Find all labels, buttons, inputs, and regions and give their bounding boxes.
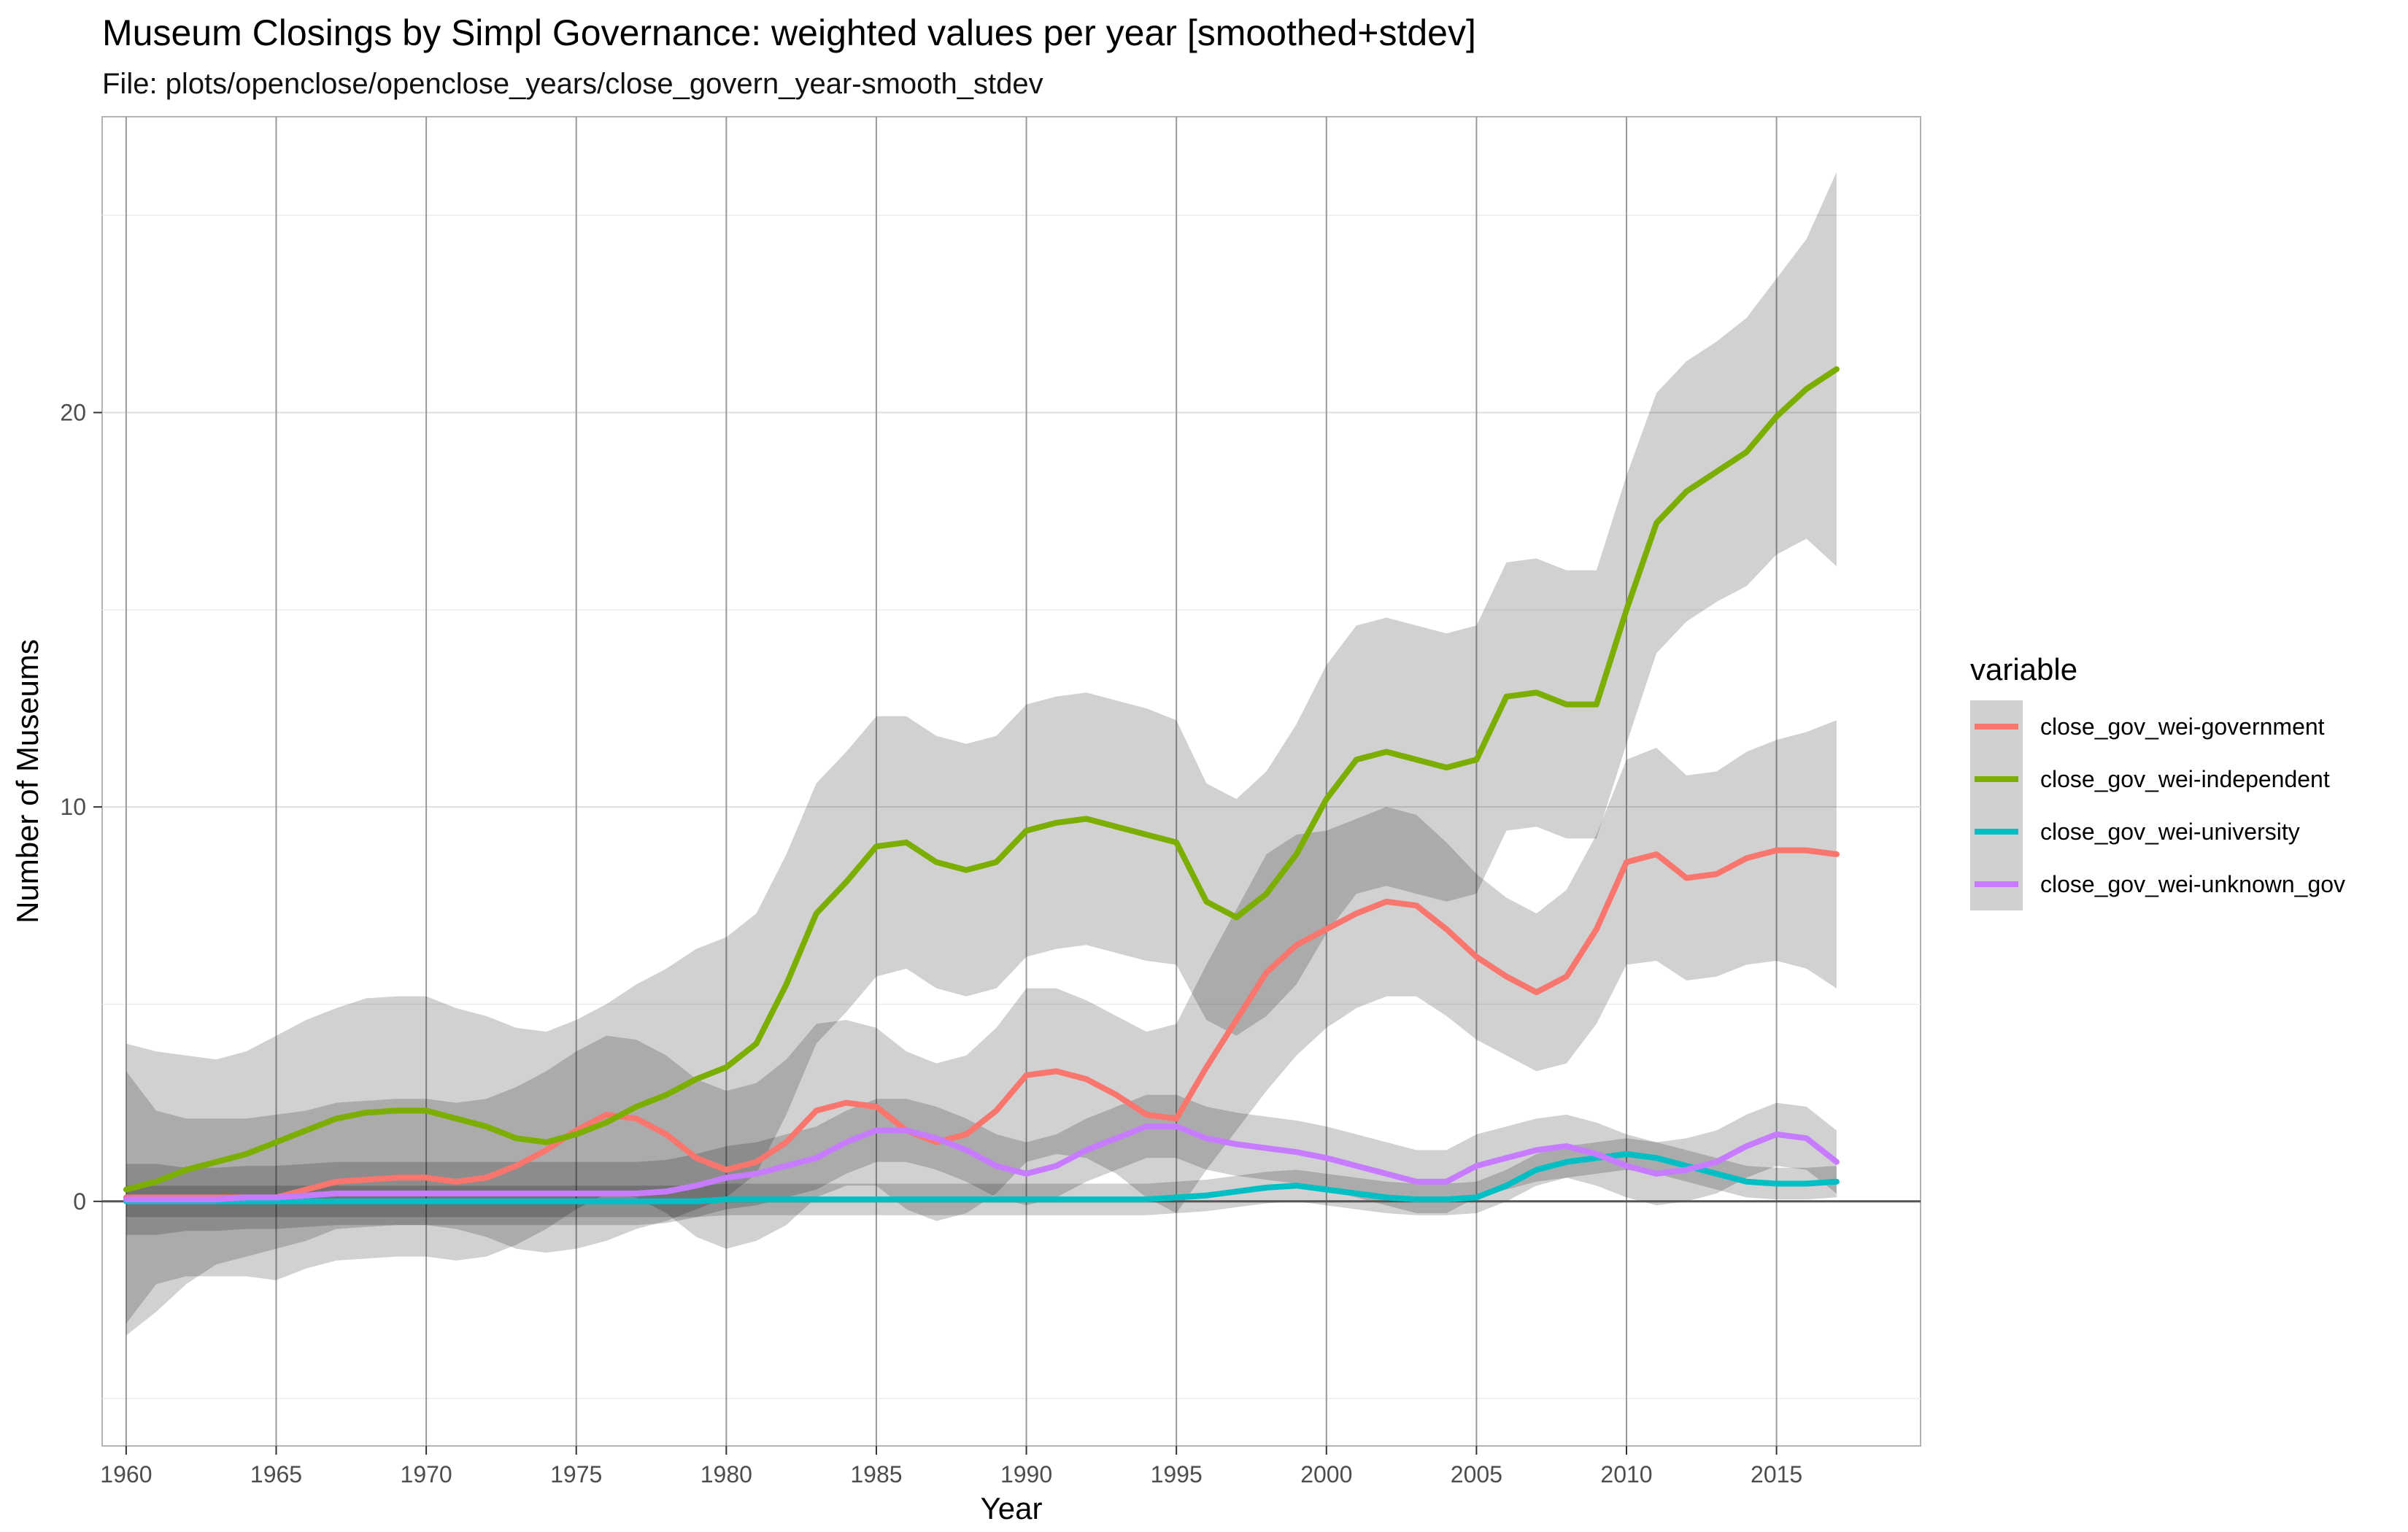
- stdev-band-1: [126, 171, 1837, 1336]
- chart-title: Museum Closings by Simpl Governance: wei…: [102, 12, 1476, 53]
- x-tick-label: 1965: [250, 1461, 302, 1487]
- x-axis-title: Year: [981, 1491, 1043, 1525]
- series-line-1: [123, 366, 1840, 1193]
- y-axis-title: Number of Museums: [10, 639, 45, 924]
- legend-label: close_gov_wei-independent: [2040, 766, 2330, 792]
- y-tick-label: 0: [73, 1188, 86, 1215]
- x-tick-label: 1960: [100, 1461, 152, 1487]
- legend-label: close_gov_wei-unknown_gov: [2040, 871, 2345, 897]
- plot-panel: [101, 116, 1921, 1447]
- series-line-0: [123, 847, 1840, 1201]
- x-tick-label: 2010: [1600, 1461, 1652, 1487]
- legend-title: variable: [1970, 652, 2077, 686]
- x-tick-label: 2005: [1451, 1461, 1502, 1487]
- y-tick-label: 10: [60, 794, 86, 820]
- x-axis-ticks: 1960 1965 1970 1975 1980 1985 1990 1995 2000 2005…: [100, 1446, 1802, 1487]
- y-axis-ticks: 0 10 20: [60, 399, 102, 1215]
- series-lines: [123, 366, 1840, 1204]
- legend-label: close_gov_wei-government: [2040, 713, 2325, 740]
- x-tick-label: 1995: [1151, 1461, 1203, 1487]
- grid-lines: [102, 117, 1921, 1446]
- x-tick-label: 2000: [1300, 1461, 1352, 1487]
- stdev-band-0: [126, 720, 1837, 1324]
- x-tick-label: 1975: [550, 1461, 602, 1487]
- x-tick-label: 1980: [701, 1461, 752, 1487]
- x-tick-label: 2015: [1751, 1461, 1802, 1487]
- y-tick-label: 20: [60, 399, 86, 425]
- series-line-3: [123, 1123, 1840, 1203]
- x-tick-label: 1990: [1000, 1461, 1052, 1487]
- legend: variable close_gov_wei-government close_g…: [1970, 652, 2345, 910]
- legend-label: close_gov_wei-university: [2040, 819, 2300, 845]
- x-tick-label: 1970: [401, 1461, 452, 1487]
- x-tick-label: 1985: [850, 1461, 902, 1487]
- chart-subtitle: File: plots/openclose/openclose_years/cl…: [102, 68, 1043, 100]
- series-line-2: [123, 1150, 1840, 1204]
